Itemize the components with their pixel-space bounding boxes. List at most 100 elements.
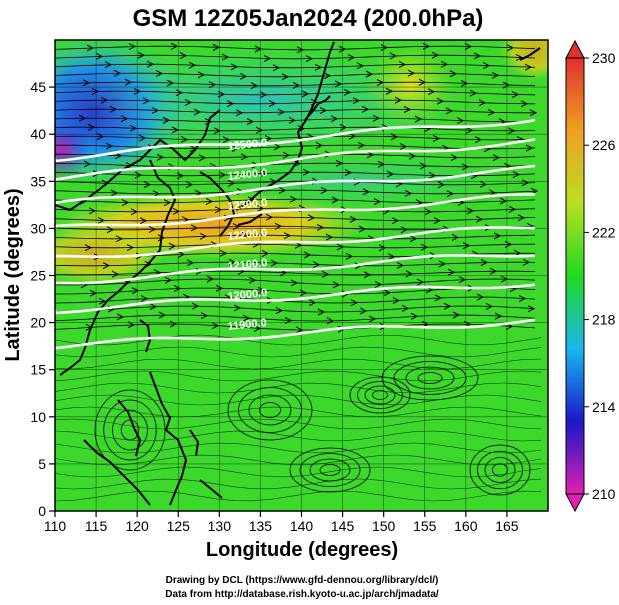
coastline-segment	[55, 109, 221, 211]
contour-label: 12200.0	[227, 227, 268, 243]
wind-arrow	[473, 52, 482, 60]
wind-arrow	[146, 60, 155, 68]
warm-jet-west	[55, 225, 165, 285]
wind-arrow	[156, 153, 165, 161]
streamline	[55, 478, 542, 490]
wind-arrow	[365, 70, 374, 78]
wind-arrow	[140, 295, 149, 302]
wind-arrow	[331, 196, 340, 204]
wind-arrow	[282, 151, 291, 159]
wind-streamlines	[55, 42, 542, 502]
wind-arrow	[78, 114, 87, 122]
wind-arrow	[312, 261, 321, 269]
wind-arrow	[465, 126, 474, 134]
wind-arrow	[326, 317, 335, 325]
credit-drawing: Drawing by DCL (https://www.gfd-dennou.o…	[166, 575, 439, 586]
streamline	[55, 454, 542, 466]
wind-arrow	[95, 52, 104, 60]
y-tick-label: 45	[30, 79, 46, 95]
wind-arrow	[422, 42, 431, 50]
streamline	[55, 144, 536, 150]
wind-arrow	[469, 89, 478, 97]
wind-arrow	[361, 105, 370, 113]
wind-arrow	[511, 91, 520, 98]
y-tick-label: 20	[30, 315, 46, 331]
wind-arrow	[492, 154, 501, 162]
wind-arrow	[263, 55, 272, 62]
wind-arrow	[323, 72, 332, 80]
wind-arrow	[366, 151, 375, 159]
wind-arrow	[316, 223, 325, 231]
wind-arrow	[265, 213, 274, 221]
wind-arrow	[424, 208, 433, 216]
wind-arrow	[374, 281, 383, 288]
wind-arrow	[525, 144, 534, 152]
streamline	[55, 54, 536, 60]
wind-arrow	[349, 215, 358, 223]
wind-arrow	[521, 179, 530, 187]
wind-arrow	[177, 250, 186, 258]
wind-arrow	[152, 190, 161, 198]
wind-arrow	[443, 302, 452, 310]
wind-arrow	[124, 78, 133, 86]
wind-arrow	[529, 109, 538, 117]
streamline	[55, 418, 542, 430]
wind-arrow	[378, 244, 387, 252]
streamline	[55, 346, 542, 358]
height-contour	[55, 164, 536, 204]
wind-arrow	[114, 152, 123, 160]
wind-arrow	[500, 275, 509, 283]
wind-arrow	[299, 289, 308, 297]
wind-arrow	[260, 169, 269, 177]
wind-arrow	[485, 302, 494, 310]
wind-arrow	[416, 278, 425, 286]
colorbar-tick-label: 214	[592, 399, 616, 415]
wind-arrow	[241, 231, 250, 239]
streamline	[55, 117, 536, 123]
wind-arrow	[335, 159, 344, 167]
wind-arrow	[215, 284, 224, 292]
wind-arrow	[518, 295, 527, 302]
colorbar-ramp	[565, 57, 585, 495]
coldest-region	[55, 120, 90, 180]
wind-arrow	[314, 63, 323, 71]
wind-arrow	[228, 258, 237, 266]
colorbar-tick-label: 222	[592, 224, 616, 240]
eddy-streamline	[484, 457, 516, 483]
wind-arrow	[386, 170, 395, 178]
wind-arrow	[97, 216, 106, 224]
wind-arrow	[200, 312, 209, 320]
wind-arrow	[292, 81, 301, 89]
streamline	[55, 45, 536, 51]
wind-arrow	[273, 143, 282, 151]
wind-arrow	[527, 305, 536, 313]
y-axis-ticks: 0 5 10 15 20 25 30 35 40 45	[30, 79, 55, 519]
wind-arrow	[420, 243, 429, 251]
wind-arrow	[506, 44, 515, 52]
wind-arrow	[433, 217, 442, 225]
wind-arrow	[261, 250, 270, 257]
colorbar-max-arrow	[565, 39, 585, 59]
y-tick-label: 10	[30, 409, 46, 425]
streamline	[55, 207, 536, 213]
wind-arrow	[450, 154, 459, 162]
wind-arrow	[139, 217, 148, 225]
coastline-segment	[139, 319, 151, 353]
height-contour	[55, 193, 536, 229]
wind-arrow	[272, 64, 281, 72]
colorbar: 210 214 218 222 226 230	[565, 39, 616, 513]
wind-arrow	[338, 45, 347, 53]
wind-arrow	[138, 134, 147, 142]
wind-arrow	[339, 123, 348, 131]
wind-arrow	[206, 275, 215, 283]
wind-arrow	[428, 172, 437, 179]
wind-arrow	[113, 69, 122, 77]
wind-arrow	[458, 276, 467, 284]
wind-arrow	[198, 154, 207, 162]
wind-arrow	[373, 198, 382, 206]
streamline	[55, 314, 536, 322]
wind-arrow	[104, 61, 113, 69]
wind-arrow	[315, 142, 324, 149]
wind-arrow	[83, 160, 92, 168]
wind-arrow	[253, 324, 262, 332]
